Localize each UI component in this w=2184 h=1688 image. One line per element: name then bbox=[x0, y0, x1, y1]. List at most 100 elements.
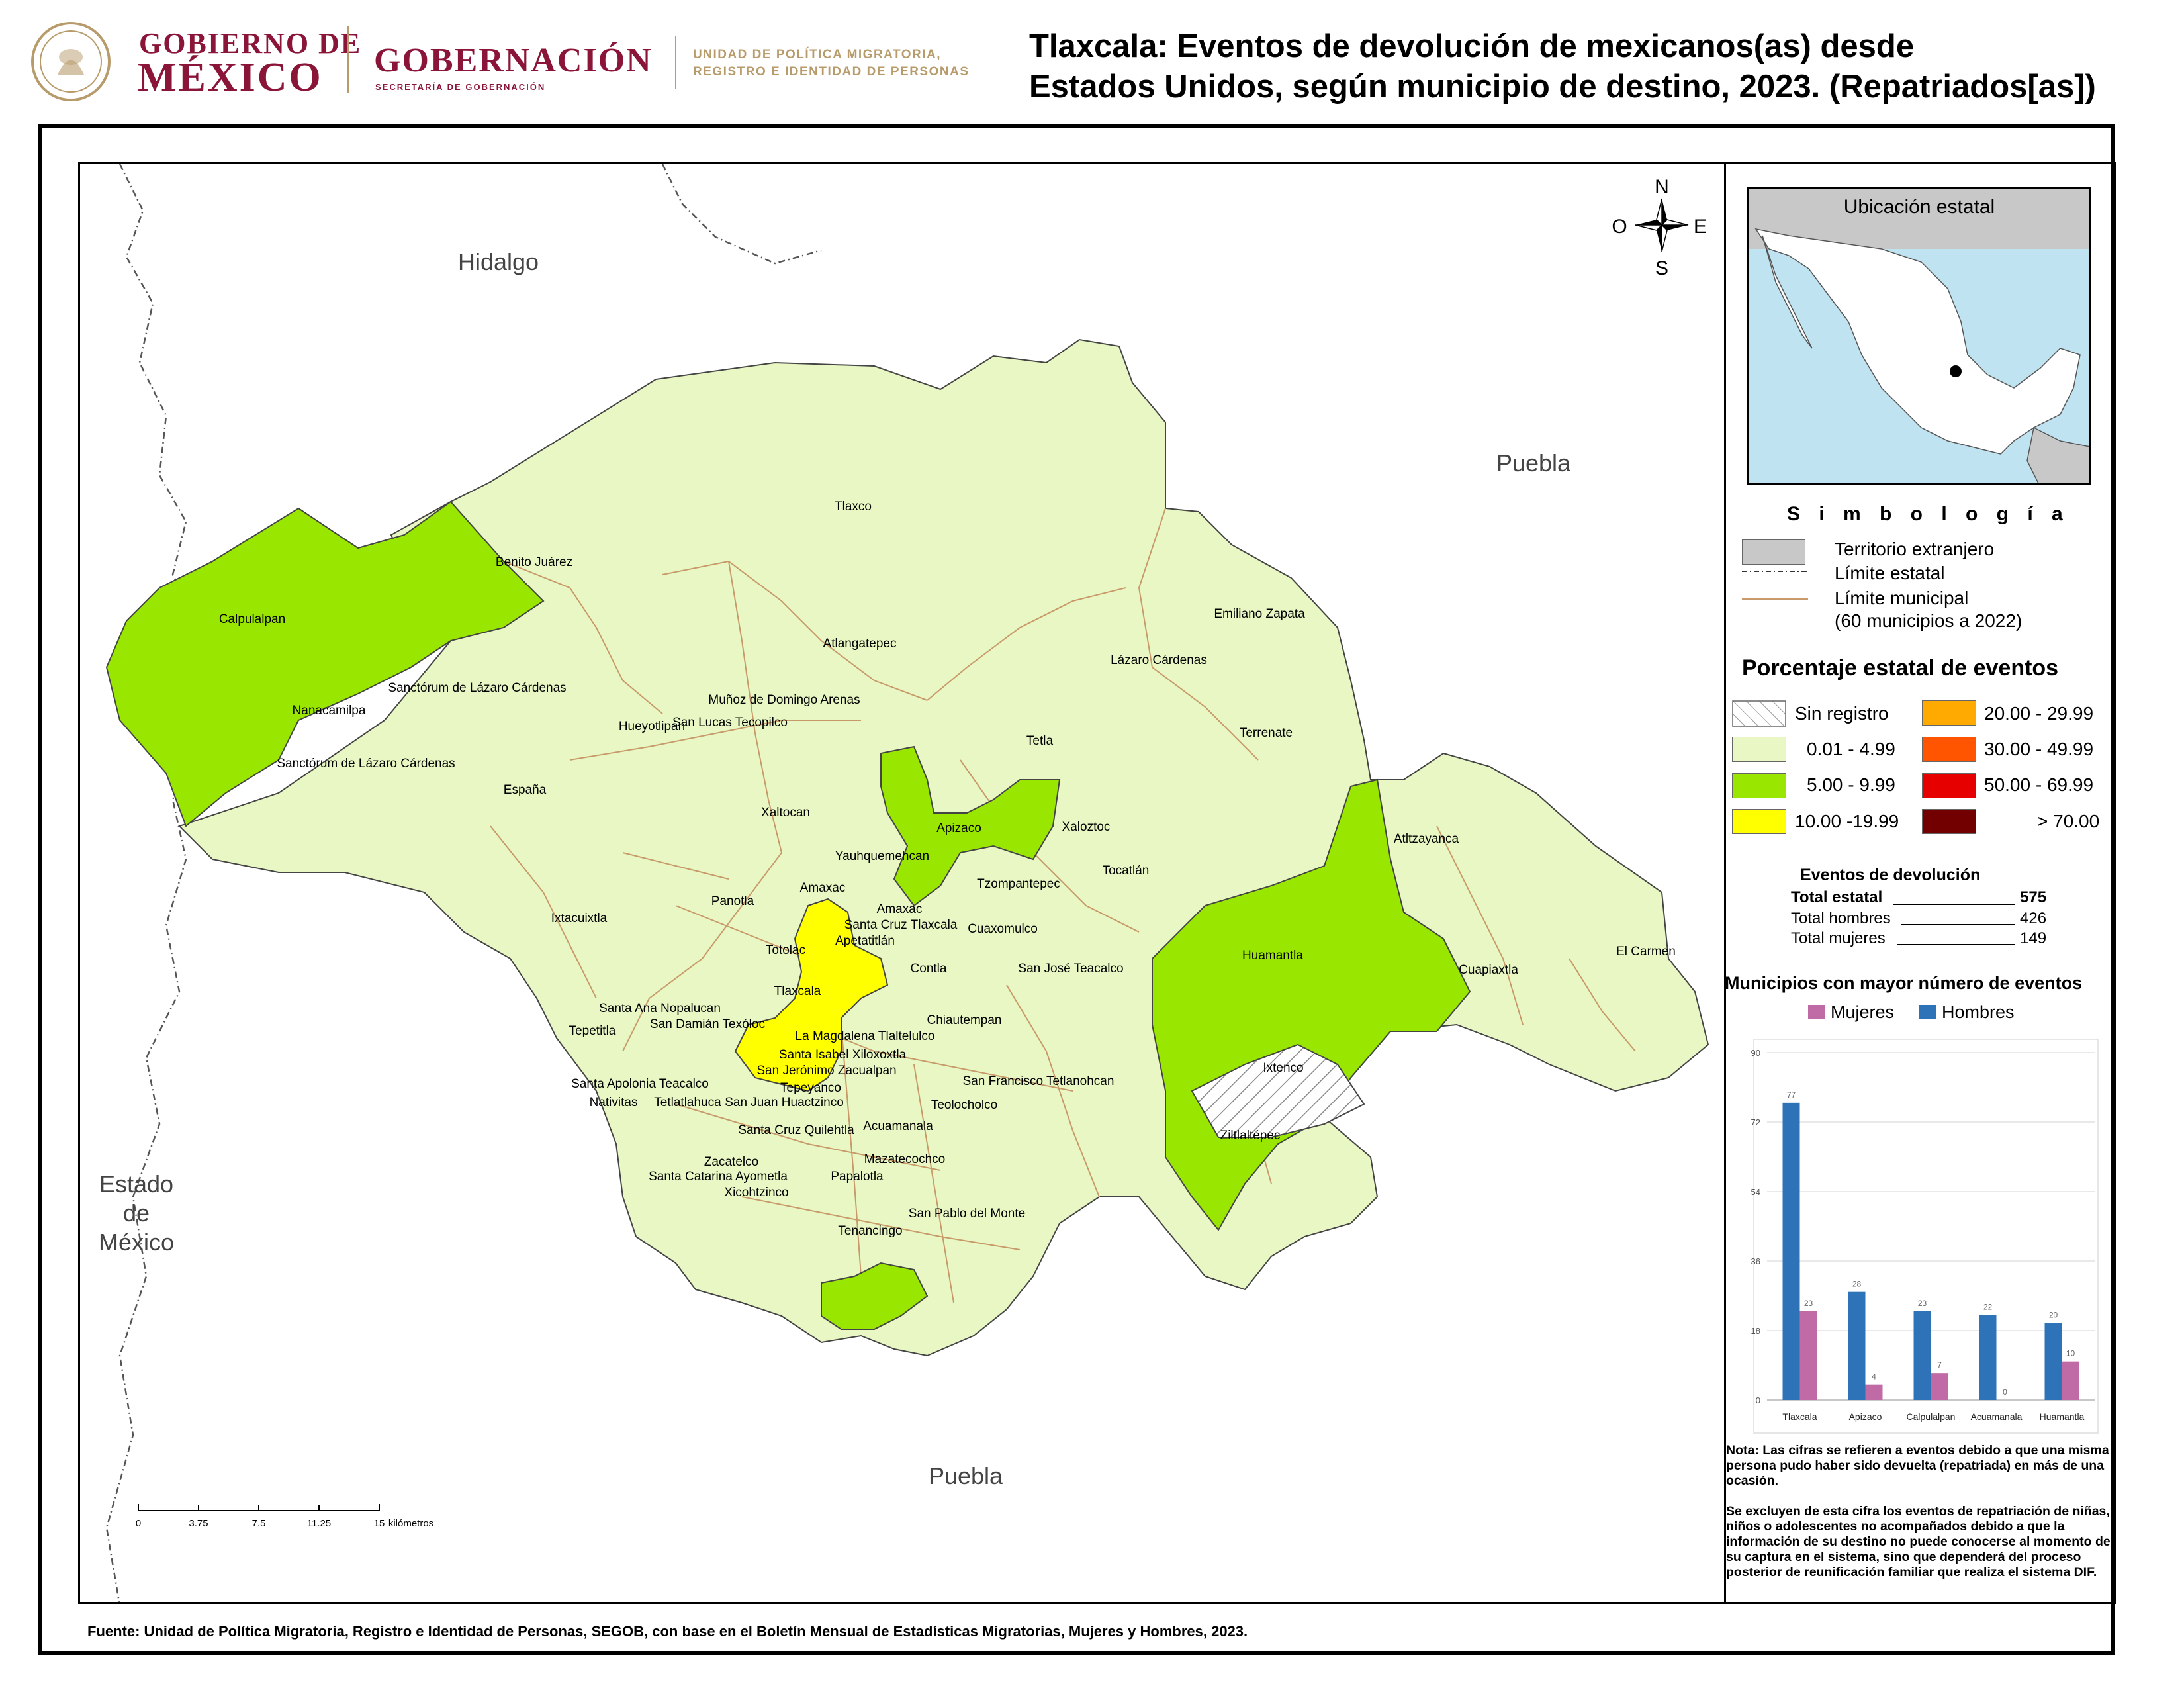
bar-value-label: 23 bbox=[1918, 1299, 1927, 1308]
legend-limite-municipal: Límite municipal bbox=[1835, 588, 1969, 608]
state-label-puebla-ne: Puebla bbox=[1496, 449, 1571, 477]
range-label: 20.00 - 29.99 bbox=[1984, 703, 2094, 724]
mun-label: Benito Juárez bbox=[495, 555, 573, 569]
bar-value-label: 0 bbox=[2003, 1387, 2007, 1397]
compass-s: S bbox=[1655, 258, 1669, 279]
mun-label: Chiautempan bbox=[927, 1013, 1002, 1027]
bar-mujeres bbox=[1799, 1311, 1817, 1400]
events-mujeres-label: Total mujeres bbox=[1791, 929, 1886, 947]
bar-hombres bbox=[1848, 1291, 1866, 1400]
mun-label: Zacatelco bbox=[704, 1155, 759, 1169]
scale-tick: 0 bbox=[136, 1518, 141, 1529]
mun-label: Tlaxcala bbox=[774, 984, 821, 998]
y-tick-label: 0 bbox=[1756, 1395, 1760, 1405]
header-divider bbox=[347, 26, 349, 93]
mun-label: Nanacamilpa bbox=[292, 704, 366, 718]
bar-value-label: 77 bbox=[1787, 1090, 1796, 1100]
mun-label: San Jerónimo Zacualpan bbox=[756, 1064, 897, 1078]
swatch-range bbox=[1922, 700, 1976, 726]
mun-label: Emiliano Zapata bbox=[1214, 607, 1305, 621]
bar-hombres bbox=[1979, 1315, 1997, 1400]
mun-label: Tocatlán bbox=[1102, 864, 1150, 878]
x-category-label: Calpulalpan bbox=[1907, 1411, 1956, 1422]
percent-legend-title: Porcentaje estatal de eventos bbox=[1742, 655, 2059, 680]
mun-label: Calpulalpan bbox=[218, 612, 286, 626]
title-line-1: Tlaxcala: Eventos de devolución de mexic… bbox=[1029, 28, 1915, 64]
region-ixtenco bbox=[1191, 1043, 1365, 1138]
compass-w: O bbox=[1612, 216, 1627, 238]
events-hombres-label: Total hombres bbox=[1791, 910, 1891, 927]
scale-tick: 15 bbox=[374, 1518, 385, 1529]
unidad-line1: UNIDAD DE POLÍTICA MIGRATORIA, bbox=[693, 48, 942, 62]
scale-bar: 0 3.75 7.5 11.25 15 kilómetros bbox=[136, 1504, 433, 1529]
range-label: 0.01 - 4.99 bbox=[1807, 739, 1895, 759]
mun-label: Contla bbox=[910, 962, 947, 976]
compass-rose-icon bbox=[1635, 198, 1689, 252]
y-tick-label: 18 bbox=[1751, 1326, 1760, 1336]
mun-label: Tzompantepec bbox=[977, 877, 1060, 891]
mun-label: Santa Cruz Quilehtla bbox=[738, 1123, 854, 1137]
swatch-range bbox=[1922, 773, 1976, 798]
mexico-text: MÉXICO bbox=[138, 55, 323, 100]
gobierno-de-text: GOBIERNO DE bbox=[139, 27, 362, 60]
bar-mujeres bbox=[1931, 1373, 1948, 1400]
mun-label: Cuapiaxtla bbox=[1459, 963, 1518, 977]
inset-map: Ubicación estatal bbox=[1747, 187, 2091, 485]
bar-value-label: 28 bbox=[1852, 1280, 1862, 1289]
source-text: Fuente: Unidad de Política Migratoria, R… bbox=[87, 1623, 1248, 1640]
mun-label: Santa Ana Nopalucan bbox=[599, 1002, 721, 1015]
gobernacion-text: GOBERNACIÓN bbox=[374, 42, 653, 79]
state-label-puebla-s: Puebla bbox=[928, 1462, 1003, 1489]
top-municipios-bar-chart: 0 18 36 54 72 90 77 23 Tlaxcala 28 4 Apizaco 23 7 Calp… bbox=[1751, 1039, 2099, 1434]
scale-tick: 7.5 bbox=[252, 1518, 266, 1529]
compass-e: E bbox=[1693, 216, 1707, 238]
note-text: Nota: Las cifras se refieren a eventos d… bbox=[1726, 1443, 2113, 1580]
legend-mujeres-swatch bbox=[1808, 1005, 1825, 1019]
mun-label: Santa Isabel Xiloxoxtla bbox=[778, 1048, 907, 1062]
region-tlaxcala bbox=[734, 898, 889, 1092]
scale-tick: 3.75 bbox=[189, 1518, 208, 1529]
events-total-value: 575 bbox=[2020, 888, 2047, 906]
y-tick-label: 54 bbox=[1751, 1187, 1760, 1197]
mun-label: Totolac bbox=[765, 943, 806, 957]
mun-label: Atlangatepec bbox=[823, 637, 897, 651]
mun-label: España bbox=[503, 783, 547, 797]
swatch-sin-registro bbox=[1732, 700, 1786, 727]
mun-label: Tetla bbox=[1026, 734, 1054, 748]
mun-label: El Carmen bbox=[1616, 945, 1676, 959]
mun-label: Nativitas bbox=[589, 1096, 638, 1109]
mun-label: San Lucas Tecopilco bbox=[672, 716, 788, 729]
mun-label: Papalotla bbox=[831, 1170, 884, 1184]
bar-hombres bbox=[1782, 1102, 1800, 1400]
mun-label: Xaloztoc bbox=[1062, 820, 1111, 834]
national-seal-icon bbox=[31, 22, 111, 101]
mun-label: Apizaco bbox=[936, 821, 981, 835]
events-title: Eventos de devolución bbox=[1800, 866, 1981, 884]
range-label: 5.00 - 9.99 bbox=[1807, 774, 1895, 795]
note-p1: Nota: Las cifras se refieren a eventos d… bbox=[1726, 1443, 2109, 1488]
bar-value-label: 7 bbox=[1937, 1360, 1942, 1370]
mun-label: Panotla bbox=[711, 894, 754, 908]
mun-label: Santa Cruz Tlaxcala bbox=[844, 918, 958, 932]
swatch-range bbox=[1732, 809, 1786, 834]
range-label: 50.00 - 69.99 bbox=[1984, 774, 2094, 795]
tlaxcala-map: 0 3.75 7.5 11.25 15 kilómetros bbox=[105, 164, 1709, 1602]
x-category-label: Huamantla bbox=[2040, 1411, 2085, 1422]
mun-label: Teolocholco bbox=[931, 1098, 998, 1112]
bar-value-label: 20 bbox=[2049, 1310, 2058, 1319]
region-tenancingo bbox=[821, 1262, 929, 1330]
mun-label: Xicohtzinco bbox=[724, 1186, 789, 1199]
bar-hombres bbox=[2044, 1323, 2062, 1400]
bar-mujeres bbox=[2062, 1361, 2079, 1400]
bar-value-label: 23 bbox=[1804, 1299, 1813, 1308]
page-title: Tlaxcala: Eventos de devolución de mexic… bbox=[1029, 26, 2167, 107]
x-category-label: Apizaco bbox=[1849, 1411, 1882, 1422]
range-label: 30.00 - 49.99 bbox=[1984, 739, 2094, 759]
secretaria-text: SECRETARÍA DE GOBERNACIÓN bbox=[375, 82, 546, 92]
legend-municipios-note: (60 municipios a 2022) bbox=[1835, 610, 2023, 631]
mun-label: Terrenate bbox=[1239, 726, 1293, 740]
mun-label: Tenancingo bbox=[838, 1224, 903, 1238]
legend-hombres-swatch bbox=[1919, 1005, 1936, 1019]
line-municipal-icon bbox=[1742, 598, 1808, 600]
mexico-outline bbox=[1749, 189, 2089, 483]
